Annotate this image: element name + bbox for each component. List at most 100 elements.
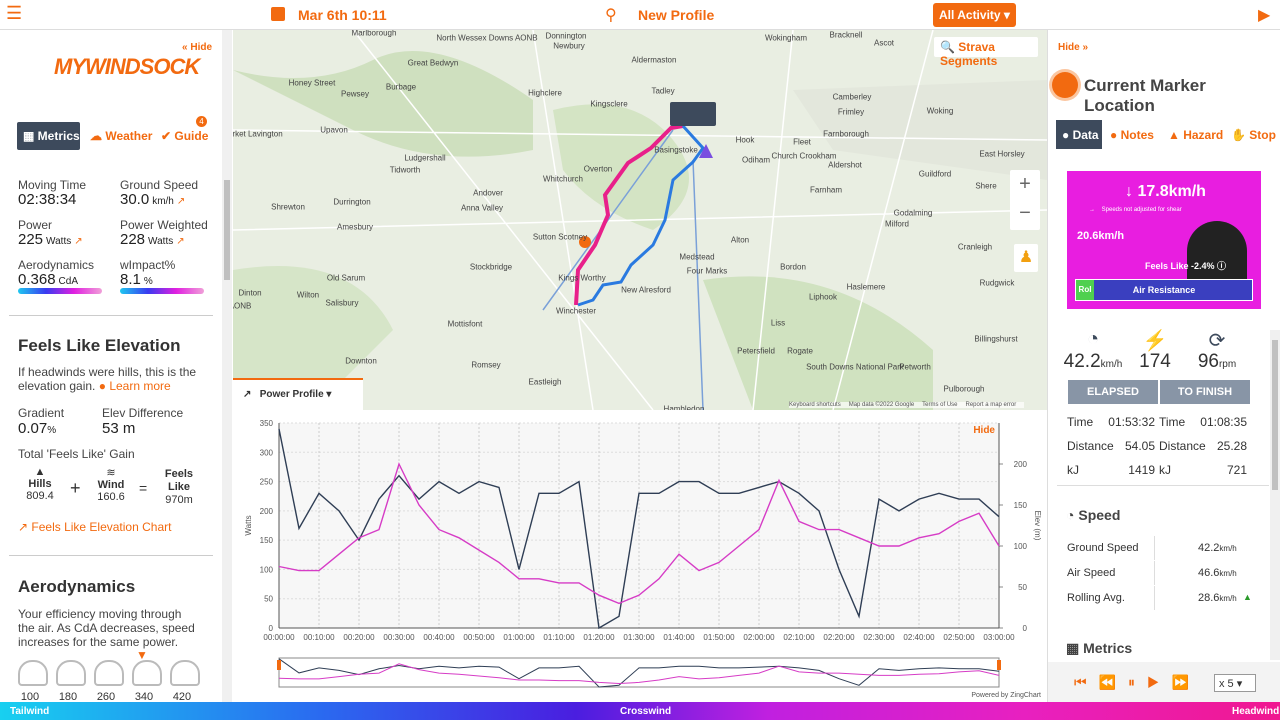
attribution-link: Keyboard shortcuts: [789, 402, 841, 408]
speed-value: 42.2km/h: [1198, 542, 1237, 554]
scroll-thumb[interactable]: [224, 180, 230, 280]
scrollbar[interactable]: [222, 30, 232, 702]
crosswind: Crosswind: [620, 706, 672, 717]
map-label: Overton: [583, 164, 613, 174]
hide-left[interactable]: « Hide: [182, 42, 213, 53]
map-label: Whitchurch: [542, 174, 584, 184]
metric-value: 225 Watts ↗: [18, 231, 83, 248]
map-label: Highclere: [528, 88, 562, 98]
unit: km/h: [1100, 359, 1123, 370]
y2-tick-label: 100: [1014, 542, 1028, 551]
calendar-icon: [271, 7, 285, 21]
tab-hazard[interactable]: ▲ Hazard: [1168, 128, 1224, 142]
y-tick-label: 200: [260, 507, 274, 516]
chart-icon: ↗: [176, 196, 186, 207]
map-label: Camberley: [832, 92, 872, 102]
wimpact-bar: [120, 288, 204, 294]
value: 160.6: [97, 491, 125, 503]
activity: All Activity: [939, 8, 1001, 22]
profile[interactable]: New Profile: [638, 7, 715, 23]
y-tick-label: 0: [269, 624, 274, 633]
num: 225: [18, 231, 44, 248]
map-label: Fleet: [793, 137, 811, 147]
attribution-link: Report a map error: [965, 402, 1017, 408]
learn-more[interactable]: ● Learn more: [98, 379, 171, 393]
play-icon[interactable]: ▶: [1258, 7, 1271, 24]
map-label: Milford: [884, 219, 910, 229]
hazard-marker[interactable]: [699, 144, 713, 158]
street-view[interactable]: ♟: [1014, 244, 1038, 272]
overview-handle[interactable]: [997, 660, 1001, 670]
tab-notes[interactable]: ● Notes: [1110, 128, 1154, 142]
scrollbar[interactable]: [1270, 330, 1280, 660]
note-text: Speeds not adjusted for shear: [1101, 207, 1182, 213]
elapsed-header[interactable]: ELAPSED: [1068, 380, 1158, 404]
tab-guide[interactable]: ✔ Guide: [161, 129, 209, 143]
chart-menu[interactable]: ↗ Power Profile ▾: [233, 378, 363, 410]
section-title: Aerodynamics: [18, 577, 136, 596]
menu-icon[interactable]: ☰: [6, 3, 23, 23]
tab-metrics[interactable]: ▦ Metrics: [17, 122, 80, 150]
x-tick-label: 02:00:00: [743, 633, 775, 642]
playback-controls[interactable]: ⏮⏪⏸▶⏩: [1074, 674, 1201, 690]
tab-label: Metrics: [37, 129, 80, 143]
num: 46.6: [1198, 567, 1220, 579]
map-label: Odiham: [741, 155, 771, 165]
equals: =: [139, 480, 148, 496]
overview-handle[interactable]: [277, 660, 281, 670]
map-label: Ludgershall: [404, 153, 446, 163]
rider-icon: [94, 660, 124, 686]
right-panel: Hide » Current Marker Location ● Data ● …: [1047, 30, 1280, 702]
chart-hide[interactable]: Hide: [973, 425, 995, 436]
map-label: Durrington: [333, 197, 371, 207]
y-tick-label: 150: [260, 536, 274, 545]
finish-header[interactable]: TO FINISH: [1160, 380, 1250, 404]
tab-label: Guide: [174, 129, 209, 143]
link: Learn more: [109, 379, 171, 393]
map-label: Frimley: [837, 107, 865, 117]
map-label: Donnington: [545, 31, 587, 41]
trip-value: 01:53:32: [1108, 415, 1155, 429]
map-label: Rudgwick: [979, 278, 1015, 288]
metric-label: wImpact%: [120, 258, 176, 272]
map-label: Salisbury: [325, 298, 359, 308]
tab-weather[interactable]: ☁ Weather: [90, 129, 153, 143]
x-tick-label: 01:40:00: [663, 633, 695, 642]
marker[interactable]: [579, 236, 591, 248]
route: [574, 124, 684, 306]
map-label: Honey Street: [288, 78, 336, 88]
date[interactable]: Mar 6th 10:11: [298, 7, 387, 23]
label: Total 'Feels Like' Gain: [18, 447, 135, 461]
map-label: AONB: [233, 301, 252, 311]
speed-label: Ground Speed: [1067, 542, 1139, 554]
map-label: New Alresford: [621, 285, 671, 295]
chart-link[interactable]: ↗ Feels Like Elevation Chart: [18, 520, 172, 534]
start-marker[interactable]: [670, 102, 716, 126]
guide-badge: 4: [196, 116, 207, 127]
hide-right[interactable]: Hide »: [1058, 42, 1089, 53]
trip-label: kJ: [1067, 463, 1079, 477]
activity-button[interactable]: All Activity ▾: [933, 3, 1016, 27]
feels-like: Feels Like -2.4% ⓘ: [1145, 261, 1227, 271]
rider-icon: [18, 660, 48, 686]
divider: [1057, 485, 1269, 486]
chart-icon: ↗: [176, 236, 185, 247]
y-axis-title: Watts: [244, 515, 253, 535]
speed-select[interactable]: x 5 ▾: [1214, 674, 1256, 692]
scroll-thumb[interactable]: [1272, 340, 1278, 490]
zoom-control[interactable]: + −: [1010, 170, 1040, 230]
map-label: Tadley: [651, 86, 675, 96]
map[interactable]: 🔍 Strava Segments + − ♟ Keyboard shortcut…: [233, 30, 1047, 410]
route: [577, 124, 705, 307]
playback-bar: ⏮⏪⏸▶⏩ x 5 ▾: [1048, 662, 1280, 702]
attribution-link: Map data ©2022 Google: [848, 402, 915, 408]
tab-data[interactable]: ● Data: [1056, 120, 1102, 149]
strava-button[interactable]: 🔍 Strava Segments: [934, 37, 1038, 68]
map-label: Great Bedwyn: [407, 58, 459, 68]
section-desc: Your efficiency moving through the air. …: [18, 607, 195, 649]
map-label: Liss: [770, 318, 786, 328]
tab-stop[interactable]: ✋ Stop: [1231, 128, 1276, 142]
y2-tick-label: 50: [1018, 583, 1027, 592]
y2-tick-label: 150: [1014, 501, 1028, 510]
